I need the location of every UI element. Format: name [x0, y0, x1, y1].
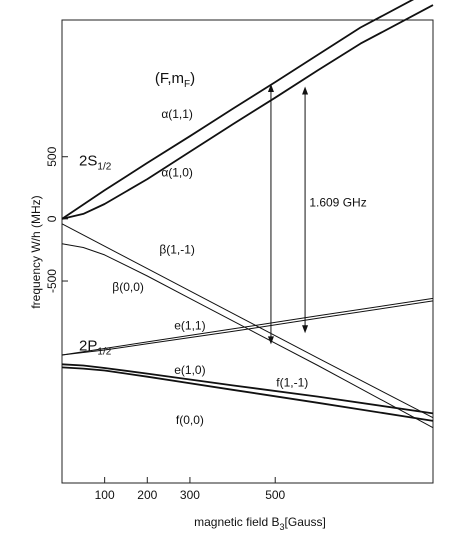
state-label-sub: 1/2: [97, 161, 111, 172]
level-label: f(0,0): [176, 413, 204, 427]
level-label: f(1,-1): [276, 376, 308, 390]
plot-frame: [61, 19, 434, 484]
arrowhead-up-icon: [267, 84, 274, 93]
state-label-sub: 1/2: [97, 347, 111, 358]
state-label-main: 2S: [79, 152, 97, 169]
annotation-label: 1.609 GHz: [309, 195, 366, 209]
y-tick-label: 0: [45, 215, 59, 222]
arrowhead-up-icon: [302, 86, 309, 95]
legend-header-main: (F,m: [155, 70, 184, 87]
legend-header-close: ): [190, 70, 195, 87]
level-curve: [61, 0, 415, 220]
state-label-main: 2P: [79, 338, 97, 355]
state-label: 2S1/2: [79, 152, 112, 172]
x-axis-label: magnetic field B3[Gauss]: [194, 515, 326, 532]
y-tick-label: 500: [45, 146, 59, 166]
x-axis-field-sub: 3: [280, 522, 285, 532]
x-tick-label: 100: [95, 488, 115, 502]
legend-header: (F,mF): [155, 70, 195, 90]
level-labels: α(1,1) α(1,0) β(1,-1) β(0,0) e(1,1) e(1,0) f(1…: [79, 107, 308, 427]
x-tick-label: 500: [265, 488, 285, 502]
level-curve: [61, 4, 434, 220]
x-axis-unit: [Gauss]: [285, 515, 326, 529]
x-tick-label: 300: [180, 488, 200, 502]
y-axis-label: frequency W/h (MHz): [29, 195, 43, 308]
level-label: β(0,0): [112, 280, 144, 294]
level-curve: [61, 243, 434, 429]
x-axis-field-symbol: B: [272, 515, 280, 529]
level-curve: [61, 297, 434, 356]
level-label: α(1,0): [161, 166, 193, 180]
state-label: 2P1/2: [79, 338, 112, 358]
arrowhead-down-icon: [302, 325, 309, 334]
x-tick-label: 200: [137, 488, 157, 502]
energy-levels: [61, 0, 434, 429]
axis-ticks: 100 200 300 500 500 0 -500: [45, 146, 286, 502]
level-curve: [61, 300, 434, 356]
legend-header-sub: F: [184, 79, 190, 90]
level-label: β(1,-1): [159, 243, 195, 257]
arrowhead-down-icon: [267, 336, 274, 345]
x-axis-label-text: magnetic field: [194, 515, 268, 529]
level-curve: [61, 363, 434, 415]
level-label: α(1,1): [161, 107, 193, 121]
level-curve: [61, 223, 434, 419]
level-label: e(1,0): [174, 363, 205, 377]
splitting-annotation: 1.609 GHz: [267, 84, 367, 345]
level-label: e(1,1): [174, 318, 205, 332]
level-curve: [61, 366, 434, 422]
y-tick-label: -500: [45, 269, 59, 293]
